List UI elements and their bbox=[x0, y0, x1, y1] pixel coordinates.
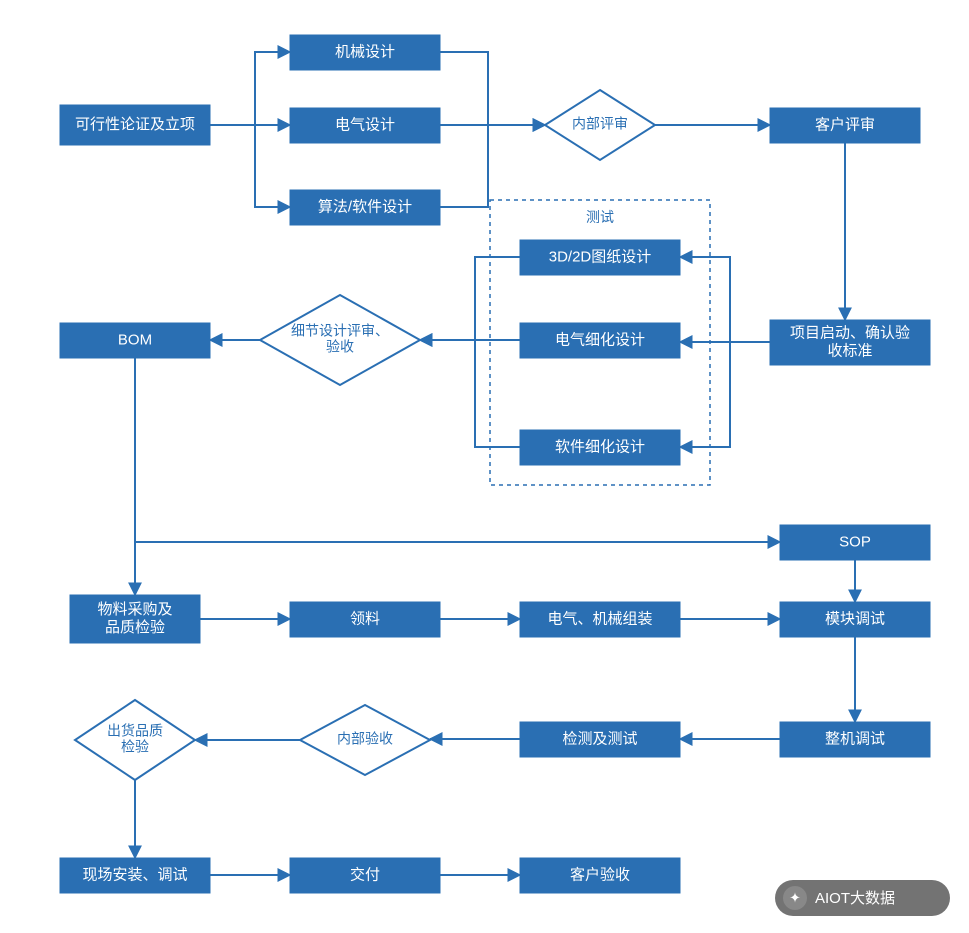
flowchart-canvas: 测试 可行性论证及立项 机械设计电气设计算法/软件设计 内部评审 客户评审 3D/2D图… bbox=[0, 0, 969, 933]
node-elec_design: 电气设计 bbox=[290, 108, 440, 143]
node-label: 客户验收 bbox=[570, 866, 630, 883]
node-label: 细节设计评审、 bbox=[291, 323, 389, 339]
node-design_review: 细节设计评审、验收 bbox=[260, 295, 420, 385]
node-label: 整机调试 bbox=[825, 730, 885, 747]
edge-soft_detail-design_review bbox=[420, 340, 520, 447]
edge-drawing_3d2d-design_review bbox=[420, 257, 520, 340]
node-label: 项目启动、确认验 bbox=[790, 324, 910, 341]
node-label: 电气、机械组装 bbox=[547, 610, 652, 627]
node-label: BOM bbox=[118, 331, 152, 348]
node-machine_debug: 整机调试 bbox=[780, 722, 930, 757]
node-label: 交付 bbox=[350, 865, 380, 883]
node-label: 模块调试 bbox=[825, 610, 885, 627]
edges-layer bbox=[135, 52, 855, 875]
node-label: 现场安装、调试 bbox=[82, 866, 187, 883]
node-label: 客户评审 bbox=[815, 116, 875, 133]
edge-project_start-soft_detail bbox=[680, 342, 770, 447]
node-label: 检测及测试 bbox=[562, 730, 637, 747]
node-assembly: 电气、机械组装 bbox=[520, 602, 680, 637]
node-customer_accept: 客户验收 bbox=[520, 858, 680, 893]
node-pick_material: 领料 bbox=[290, 602, 440, 637]
node-procurement: 物料采购及品质检验 bbox=[70, 595, 200, 643]
watermark: ✦ AIOT大数据 bbox=[775, 880, 950, 916]
node-label: 品质检验 bbox=[105, 619, 165, 636]
node-label: 收标准 bbox=[827, 342, 872, 359]
node-label: 出货品质 bbox=[107, 723, 163, 739]
node-drawing_3d2d: 3D/2D图纸设计 bbox=[520, 240, 680, 275]
node-module_debug: 模块调试 bbox=[780, 602, 930, 637]
node-label: 电气细化设计 bbox=[555, 331, 645, 348]
node-algo_design: 算法/软件设计 bbox=[290, 190, 440, 225]
node-label: SOP bbox=[839, 533, 871, 550]
node-label: 内部验收 bbox=[337, 731, 393, 747]
node-label: 验收 bbox=[326, 339, 354, 355]
node-label: 电气设计 bbox=[335, 116, 395, 133]
node-label: 算法/软件设计 bbox=[318, 197, 412, 215]
edge-project_start-drawing_3d2d bbox=[680, 257, 770, 342]
node-label: 软件细化设计 bbox=[555, 438, 645, 455]
edge-feasibility-mech_design bbox=[210, 52, 290, 125]
node-internal_review: 内部评审 bbox=[545, 90, 655, 160]
edge-feasibility-algo_design bbox=[210, 125, 290, 207]
node-onsite_install: 现场安装、调试 bbox=[60, 858, 210, 893]
node-label: 内部评审 bbox=[572, 116, 628, 132]
node-label: 物料采购及 bbox=[97, 601, 172, 618]
node-sop: SOP bbox=[780, 525, 930, 560]
node-label: 机械设计 bbox=[335, 43, 395, 60]
test-group-label: 测试 bbox=[586, 209, 614, 225]
edge-bom-sop bbox=[135, 358, 780, 542]
node-customer_review: 客户评审 bbox=[770, 108, 920, 143]
node-test_check: 检测及测试 bbox=[520, 722, 680, 757]
node-elec_detail: 电气细化设计 bbox=[520, 323, 680, 358]
node-ship_qc: 出货品质检验 bbox=[75, 700, 195, 780]
node-soft_detail: 软件细化设计 bbox=[520, 430, 680, 465]
node-bom: BOM bbox=[60, 323, 210, 358]
node-delivery: 交付 bbox=[290, 858, 440, 893]
node-label: 可行性论证及立项 bbox=[75, 116, 195, 133]
node-mech_design: 机械设计 bbox=[290, 35, 440, 70]
watermark-text: AIOT大数据 bbox=[815, 890, 895, 907]
edge-mech_design-internal_review bbox=[440, 52, 545, 125]
node-internal_accept: 内部验收 bbox=[300, 705, 430, 775]
nodes-layer: 可行性论证及立项 机械设计电气设计算法/软件设计 内部评审 客户评审 3D/2D图纸设计… bbox=[60, 35, 930, 893]
node-label: 检验 bbox=[121, 739, 149, 755]
svg-text:✦: ✦ bbox=[789, 890, 801, 906]
node-label: 3D/2D图纸设计 bbox=[549, 248, 652, 265]
edge-algo_design-internal_review bbox=[440, 125, 545, 207]
node-project_start: 项目启动、确认验收标准 bbox=[770, 320, 930, 365]
node-label: 领料 bbox=[350, 610, 380, 627]
node-feasibility: 可行性论证及立项 bbox=[60, 105, 210, 145]
